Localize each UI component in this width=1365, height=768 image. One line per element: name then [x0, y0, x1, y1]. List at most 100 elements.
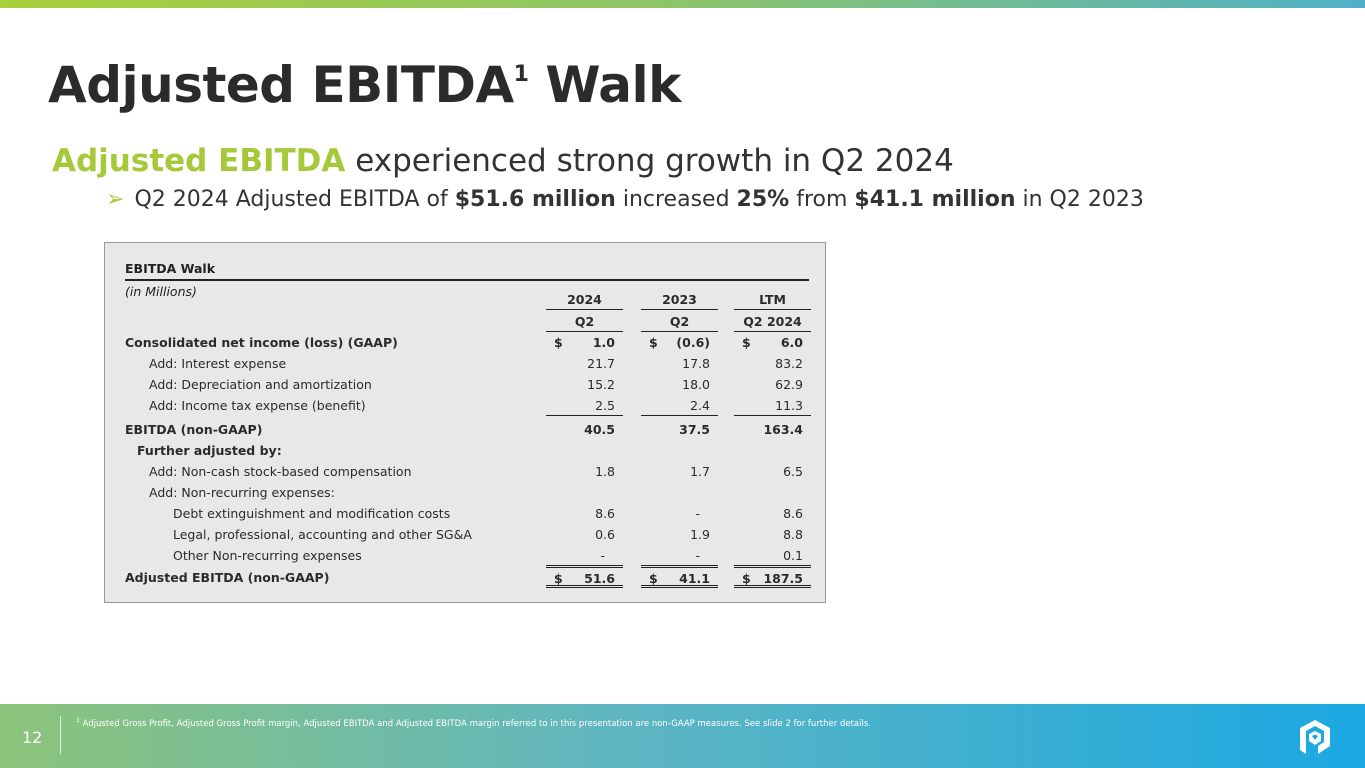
value-cell [641, 482, 718, 503]
col-period: Q2 [546, 311, 623, 332]
currency-symbol: $ [554, 571, 563, 586]
value: - [695, 548, 700, 563]
value-cell: 83.2 [734, 353, 811, 374]
value-cell: 21.7 [546, 353, 623, 374]
value-cell: 0.6 [546, 524, 623, 545]
value: 6.0 [780, 335, 803, 350]
row-label: Add: Depreciation and amortization [149, 377, 372, 392]
row-label: Adjusted EBITDA (non-GAAP) [125, 570, 330, 585]
value: - [600, 548, 605, 563]
value-cell: 8.6 [546, 503, 623, 524]
bullet-point: ➢ Q2 2024 Adjusted EBITDA of $51.6 millio… [106, 187, 1144, 212]
col-period: Q2 [641, 311, 718, 332]
col-year: 2023 [641, 289, 718, 310]
value-cell: 62.9 [734, 374, 811, 395]
row-label: Legal, professional, accounting and othe… [173, 527, 472, 542]
top-accent-bar [0, 0, 1365, 8]
value: 18.0 [682, 377, 710, 392]
value-cell: 163.4 [734, 419, 811, 440]
value: 2.4 [690, 398, 710, 413]
row-label: Consolidated net income (loss) (GAAP) [125, 335, 398, 350]
value-cell: 2.4 [641, 395, 718, 416]
value: 2.5 [595, 398, 615, 413]
value-cell [734, 440, 811, 461]
value: - [695, 506, 700, 521]
currency-symbol: $ [554, 335, 563, 350]
table-row: Add: Income tax expense (benefit) 2.5 2.4 1… [125, 395, 811, 416]
value: 1.9 [690, 527, 710, 542]
value: 1.0 [592, 335, 615, 350]
value: 83.2 [775, 356, 803, 371]
row-label: Further adjusted by: [137, 443, 282, 458]
row-label: Debt extinguishment and modification cos… [173, 506, 451, 521]
subtitle: Adjusted EBITDA experienced strong growt… [52, 143, 954, 179]
row-label: Add: Income tax expense (benefit) [149, 398, 366, 413]
ebitda-walk-table: EBITDA Walk (in Millions) 2024 2023 LTM … [104, 242, 826, 603]
value: 51.6 [584, 571, 615, 586]
value: 40.5 [584, 422, 615, 437]
value: 37.5 [679, 422, 710, 437]
value: 1.7 [690, 464, 710, 479]
value-cell [546, 482, 623, 503]
value-cell: $51.6 [546, 567, 623, 588]
row-label: Add: Non-recurring expenses: [149, 485, 335, 500]
value-cell: $41.1 [641, 567, 718, 588]
row-label: Other Non-recurring expenses [173, 548, 362, 563]
page-number: 12 [22, 728, 43, 747]
value: 8.6 [783, 506, 803, 521]
footnote: 1 Adjusted Gross Profit, Adjusted Gross … [76, 717, 871, 729]
units-label: (in Millions) [125, 284, 197, 299]
table-row: Add: Depreciation and amortization 15.2 18… [125, 374, 809, 395]
value-cell: 40.5 [546, 419, 623, 440]
row-label: Add: Non-cash stock-based compensation [149, 464, 412, 479]
value: 15.2 [587, 377, 615, 392]
currency-symbol: $ [649, 571, 658, 586]
table-title: EBITDA Walk [125, 261, 216, 276]
col-period: Q2 2024 [734, 311, 811, 332]
value: 187.5 [763, 571, 803, 586]
value-cell: 8.8 [734, 524, 811, 545]
value: 8.8 [783, 527, 803, 542]
header-years: 2024 2023 LTM [125, 289, 811, 310]
page-title: Adjusted EBITDA1 Walk [48, 56, 681, 114]
table-row: Add: Interest expense 21.7 17.8 83.2 [125, 353, 809, 374]
row-label: EBITDA (non-GAAP) [125, 422, 263, 437]
value: (0.6) [676, 335, 710, 350]
table-row: Consolidated net income (loss) (GAAP) $1.… [125, 332, 809, 353]
table-row: Other Non-recurring expenses - - 0.1 [125, 545, 811, 566]
value-cell: $6.0 [734, 332, 811, 353]
table-row: EBITDA (non-GAAP) 40.5 37.5 163.4 [125, 419, 809, 440]
footer: 12 1 Adjusted Gross Profit, Adjusted Gro… [0, 704, 1365, 768]
col-year: LTM [734, 289, 811, 310]
value-cell: 0.1 [734, 545, 811, 566]
value-cell: $ (0.6) [641, 332, 718, 353]
value: 62.9 [775, 377, 803, 392]
value-cell [641, 440, 718, 461]
header-periods: Q2 Q2 Q2 2024 [125, 311, 811, 332]
value-cell: 8.6 [734, 503, 811, 524]
currency-symbol: $ [742, 571, 751, 586]
value: 163.4 [763, 422, 803, 437]
value-cell: - [641, 545, 718, 566]
value-cell: 18.0 [641, 374, 718, 395]
table-row: Add: Non-recurring expenses: [125, 482, 809, 503]
row-label: Add: Interest expense [149, 356, 287, 371]
table-row: Further adjusted by: [125, 440, 809, 461]
value: 41.1 [679, 571, 710, 586]
currency-symbol: $ [742, 335, 751, 350]
divider [125, 279, 809, 281]
value-cell: 6.5 [734, 461, 811, 482]
value-cell: $187.5 [734, 567, 811, 588]
value-cell: 1.9 [641, 524, 718, 545]
value-cell: - [641, 503, 718, 524]
value-cell: - [546, 545, 623, 566]
value-cell: 11.3 [734, 395, 811, 416]
value-cell [734, 482, 811, 503]
value-cell: 1.7 [641, 461, 718, 482]
value-cell: 17.8 [641, 353, 718, 374]
value: 21.7 [587, 356, 615, 371]
table-row: Debt extinguishment and modification cos… [125, 503, 809, 524]
value-cell: 2.5 [546, 395, 623, 416]
arrow-bullet-icon: ➢ [106, 187, 125, 212]
divider [60, 716, 61, 754]
